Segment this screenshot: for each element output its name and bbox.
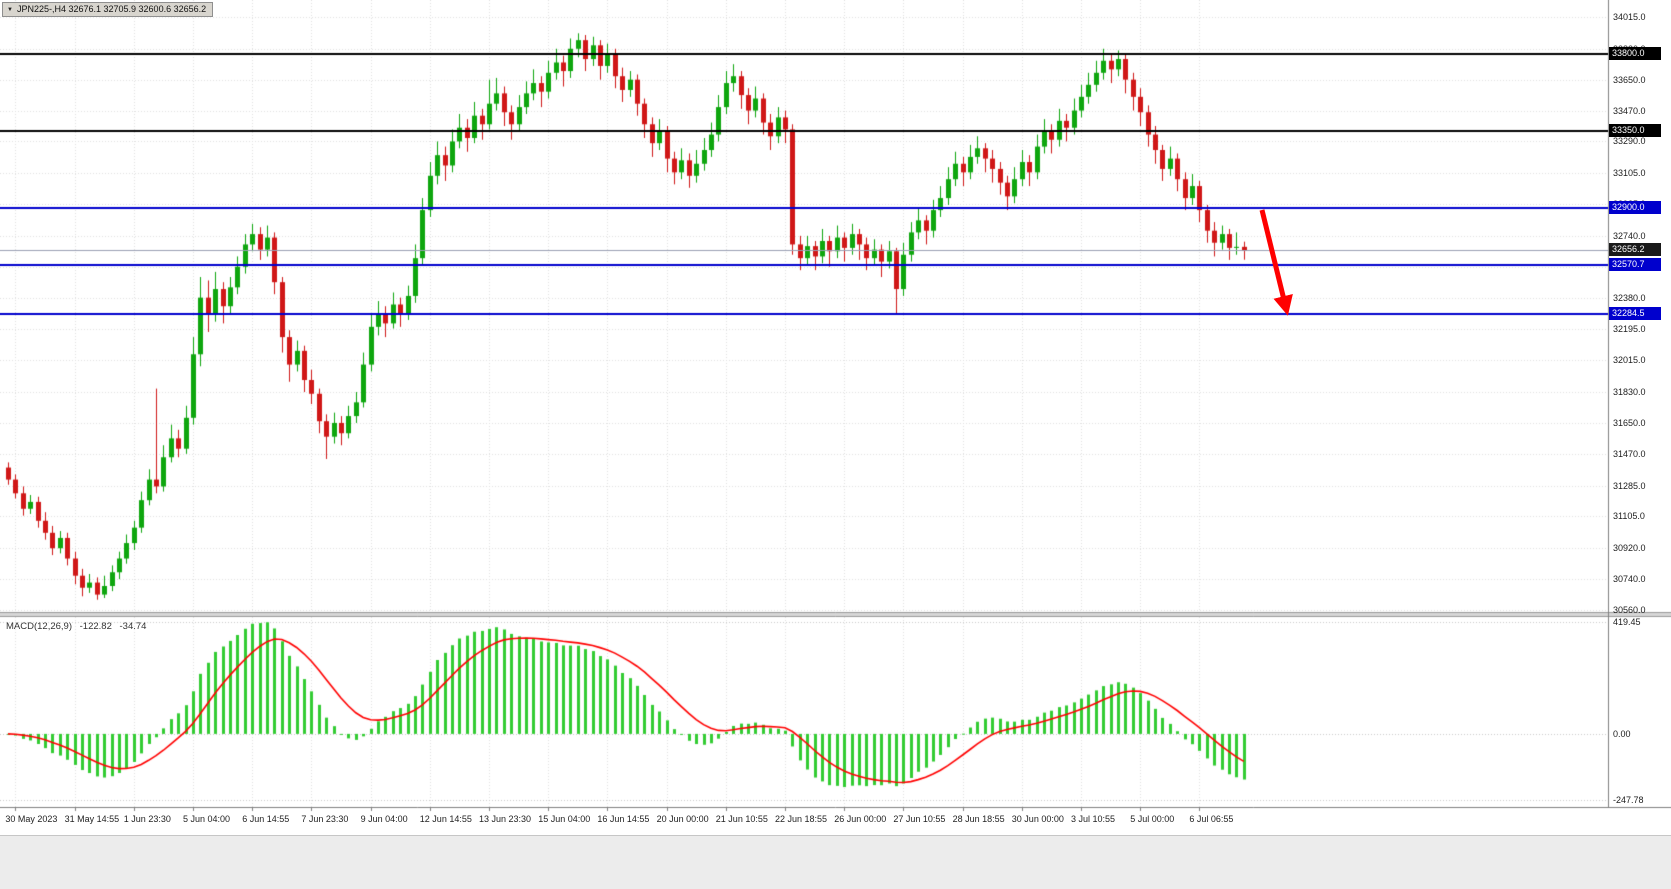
price-axis-label: 31470.0 [1613,448,1646,459]
symbol-ohlc-text: JPN225-,H4 32676.1 32705.9 32600.6 32656… [16,4,207,14]
date-axis-label: 5 Jun 04:00 [183,814,231,824]
date-axis-label: 6 Jul 06:55 [1189,814,1234,824]
date-axis-label: 30 May 2023 [5,814,58,824]
date-axis-label: 27 Jun 10:55 [893,814,946,824]
price-axis-label: 31285.0 [1613,480,1646,491]
date-axis-label: 16 Jun 14:55 [597,814,650,824]
date-axis-label: 3 Jul 10:55 [1071,814,1116,824]
price-axis-label: 31650.0 [1613,417,1646,428]
date-axis-label: 30 Jun 00:00 [1011,814,1064,824]
window-bottom-area [0,835,1671,889]
date-axis-label: 6 Jun 14:55 [242,814,290,824]
date-axis-label: 1 Jun 23:30 [123,814,171,824]
price-axis-label: 34015.0 [1613,12,1646,22]
price-axis-label: 32015.0 [1613,355,1646,366]
date-axis-label: 9 Jun 04:00 [360,814,408,824]
date-axis-label: 21 Jun 10:55 [715,814,768,824]
date-axis-label: 22 Jun 18:55 [775,814,828,824]
chevron-down-icon: ▼ [7,6,13,13]
price-axis-label: 32380.0 [1613,292,1646,303]
date-axis-label: 13 Jun 23:30 [479,814,532,824]
price-axis-label: 30560.0 [1613,605,1646,616]
macd-signal-value: -34.74 [119,621,147,632]
price-axis-label: 32195.0 [1613,324,1646,335]
macd-indicator-label: MACD(12,26,9) -122.82 -34.74 [6,621,151,632]
price-axis-label: 33470.0 [1613,105,1646,116]
date-axis-label: 7 Jun 23:30 [301,814,349,824]
date-axis-label: 31 May 14:55 [64,814,120,824]
price-axis-label: 31105.0 [1613,511,1645,522]
price-level-badge: 32284.5 [1609,307,1661,321]
date-axis-label: 20 Jun 00:00 [656,814,709,824]
macd-axis-label: -247.78 [1613,795,1644,805]
price-axis-label: 32740.0 [1613,230,1646,241]
price-level-badge: 32900.0 [1609,201,1661,215]
macd-axis-label: 419.45 [1613,617,1641,627]
price-axis-label: 30920.0 [1613,543,1646,554]
price-level-badge: 33800.0 [1609,46,1661,60]
price-level-badge: 32570.7 [1609,257,1661,271]
current-price-badge: 32656.2 [1609,243,1661,257]
date-axis-label: 26 Jun 00:00 [834,814,887,824]
symbol-info-chip[interactable]: ▼ JPN225-,H4 32676.1 32705.9 32600.6 326… [2,2,214,17]
macd-main-value: -122.82 [79,621,112,632]
price-axis-label: 31830.0 [1613,387,1646,398]
price-axis-label: 33650.0 [1613,74,1646,85]
macd-axis-label: 0.00 [1613,728,1631,739]
price-axis-label: 33105.0 [1613,168,1646,179]
date-axis-label: 12 Jun 14:55 [419,814,472,824]
down-arrow-annotation [1259,209,1293,316]
date-axis-label: 5 Jul 00:00 [1130,814,1175,824]
macd-title: MACD(12,26,9) [6,621,72,632]
price-axis-label: 30740.0 [1613,574,1646,585]
date-axis-label: 15 Jun 04:00 [538,814,591,824]
price-level-badge: 33350.0 [1609,124,1661,138]
date-axis-label: 28 Jun 18:55 [952,814,1005,824]
price-axis-label: 33290.0 [1613,136,1646,147]
